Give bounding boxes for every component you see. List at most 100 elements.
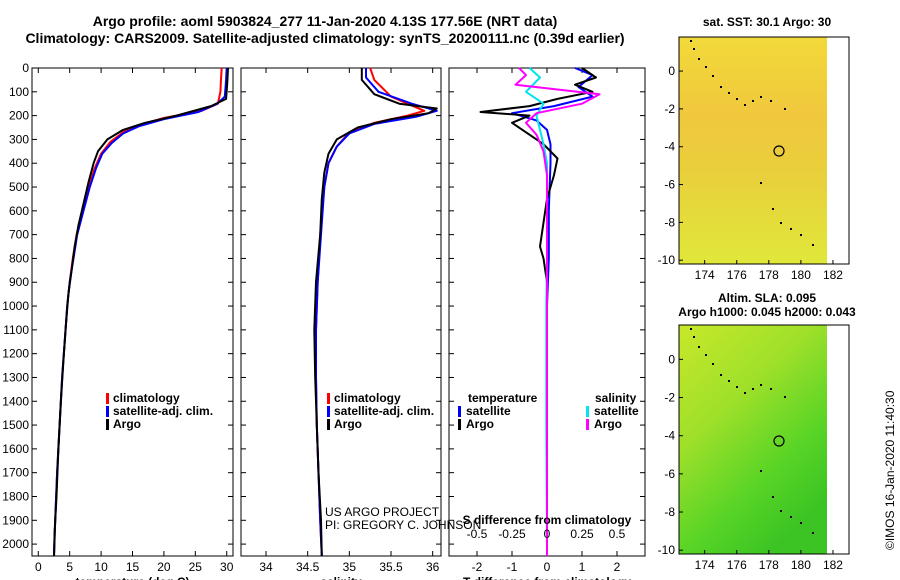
island-dot [760,470,762,472]
island-dot [693,48,695,50]
temperature-xtick-label: 20 [157,560,171,574]
sdiff-axis-label: S difference from climatology [463,513,632,527]
temp-legend-swatch [106,406,109,417]
sla-map-title-line2: Argo h1000: 0.045 h2000: 0.043 [678,305,856,319]
panel-salinity: 34 34.5 35 35.5 36 salinity climatologysatelli… [240,67,442,580]
salinity-xtick-label: 35 [343,560,357,574]
sla_map-ytick-label: 0 [668,352,675,366]
sst-argo-marker [773,145,785,157]
sla_map-xtick-label: 178 [759,558,779,572]
sst-map-field [679,37,827,264]
island-dot [736,386,738,388]
salinity-frame [240,67,442,557]
depth-tick-label: 1000 [2,299,29,313]
island-dot [760,384,762,386]
sdiff-tick-label: 0.25 [570,527,594,541]
island-dot [784,108,786,110]
temperature-xlabel: temperature (deg C) [75,575,189,580]
island-dot [720,86,722,88]
differences-xtick-label: 1 [579,560,586,574]
sst_map-ytick-label: -10 [658,253,676,267]
island-dot [712,75,714,77]
sla_map-xtick-label: 182 [823,558,843,572]
salinity-xtick-label: 34.5 [296,560,320,574]
depth-tick-label: 1200 [2,347,29,361]
island-dot [790,228,792,230]
differences-xlabel: T difference from climatology [463,575,631,580]
sdiff-tick-label: 0 [544,527,551,541]
sal-legend-swatch [327,419,330,430]
figure-title-line2: Climatology: CARS2009. Satellite-adjuste… [25,30,624,46]
panel-temperature: 0100200300400500600700800900100011001200… [2,61,233,580]
island-dot [812,244,814,246]
island-dot [772,208,774,210]
depth-tick-label: 700 [9,228,29,242]
depth-tick-label: 1900 [2,513,29,527]
salinity-xlabel: salinity [320,575,362,580]
depth-tick-label: 1800 [2,489,29,503]
differences-xtick-label: -2 [472,560,483,574]
sdiff-tick-label: -0.25 [498,527,526,541]
island-dot [770,100,772,102]
sst_map-ytick-label: -8 [664,215,675,229]
sal-legend-swatch [327,406,330,417]
island-dot [698,346,700,348]
island-dot [712,363,714,365]
depth-tick-label: 1300 [2,370,29,384]
temperature-xtick-label: 30 [220,560,234,574]
depth-tick-label: 300 [9,132,29,146]
sla_map-xtick-label: 174 [695,558,715,572]
island-dot [705,66,707,68]
temp-legend-swatch [106,419,109,430]
depth-tick-label: 0 [22,61,29,75]
depth-tick-label: 800 [9,251,29,265]
tdiff-legend-label: satellite [466,404,511,418]
island-dot [744,104,746,106]
panel-differences: -2 -1 0 1 2T difference from climatology -0.5… [448,67,646,580]
temp-legend-swatch [106,393,109,404]
sal-legend-label: satellite-adj. clim. [334,404,434,418]
series-s-argo [514,67,601,556]
island-dot [690,40,692,42]
temp-legend-label: satellite-adj. clim. [113,404,213,418]
sdiff-tick-label: 0.5 [609,527,626,541]
island-dot [770,388,772,390]
diff-legend-title-salinity: salinity [595,391,637,405]
differences-xtick-label: 2 [614,560,621,574]
island-dot [705,354,707,356]
sla-map-panel [678,324,850,555]
island-dot [720,374,722,376]
sdiff-legend-label: Argo [594,417,622,431]
temperature-xtick-label: 15 [126,560,140,574]
island-dot [760,182,762,184]
sla_map-xtick-label: 180 [791,558,811,572]
island-dot [780,222,782,224]
depth-tick-label: 500 [9,180,29,194]
sla-map-title-line1: Altim. SLA: 0.095 [718,291,816,305]
island-dot [812,532,814,534]
sla_map-ytick-label: -4 [664,429,675,443]
pi-credit: PI: GREGORY C. JOHNSON [325,518,481,532]
island-dot [800,234,802,236]
sla_map-ytick-label: -8 [664,505,675,519]
island-dot [728,380,730,382]
differences-xtick-label: 0 [544,560,551,574]
sdiff-legend-label: satellite [594,404,639,418]
temperature-xtick-label: 10 [94,560,108,574]
sst_map-xtick-label: 174 [695,268,715,282]
sst_map-ytick-label: 0 [668,64,675,78]
temperature-xtick-label: 5 [66,560,73,574]
depth-tick-label: 200 [9,109,29,123]
island-dot [784,396,786,398]
sla-map-field [679,325,827,554]
project-credit: US ARGO PROJECT [325,505,440,519]
depth-tick-label: 600 [9,204,29,218]
sla_map-ytick-label: -2 [664,391,675,405]
sst_map-xtick-label: 180 [791,268,811,282]
temperature-xtick-label: 0 [35,560,42,574]
island-dot [693,336,695,338]
island-dot [780,510,782,512]
island-dot [772,496,774,498]
sla-coastline [690,328,814,534]
